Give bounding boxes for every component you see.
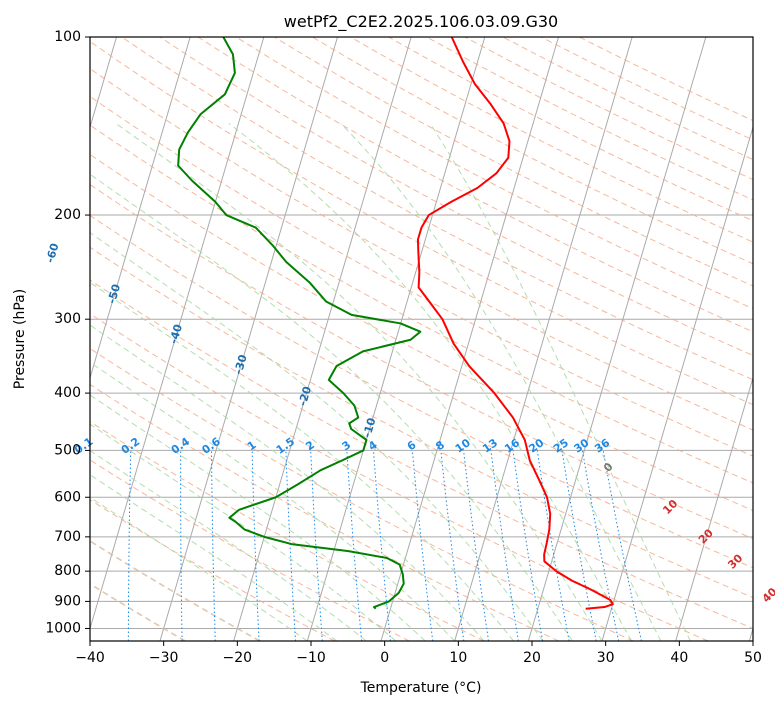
mixing-ratio-line [490,450,519,641]
mixing-ratio-line [440,450,465,641]
x-tick-label: −40 [75,650,105,666]
mixing-ratio-line [463,450,490,641]
y-tick-label: 700 [54,529,81,545]
mixing-ratio-line [512,450,544,641]
dry-adiabat-line [90,313,709,641]
isotherm-label: -40 [167,322,185,345]
x-tick-label: 40 [670,650,688,666]
moist-adiabat-line [90,173,573,641]
y-tick-label: 500 [54,442,81,458]
moist-adiabat-line [90,232,544,641]
isotherm-line [159,37,338,641]
moist-adiabat-line [90,450,367,641]
chart-title: wetPf2_C2E2.2025.106.03.09.G30 [284,12,558,32]
moist-adiabat-line [429,123,691,641]
isotherm-line [90,37,191,380]
isotherm-line [601,125,753,641]
mixing-ratio-lines [127,450,642,641]
dry-adiabat-line [273,37,753,287]
y-tick-label: 900 [54,593,81,609]
moist-adiabat-line [115,123,603,641]
axes: −40 −30 −20 −10 0 10 20 30 40 50 100 200 300 400 500 60… [45,29,762,666]
x-tick-label: 0 [380,650,389,666]
x-axis-label: Temperature (°C) [360,680,482,696]
y-axis-label: Pressure (hPa) [12,289,28,389]
isotherm-line [527,37,707,641]
y-tick-label: 400 [54,385,81,401]
dry-adiabat-line [90,40,753,406]
moist-adiabats [90,123,691,641]
mixing-ratio-line [602,450,642,641]
isotherm-line [380,37,559,641]
x-tick-label: −10 [296,650,326,666]
dry-adiabat-line [90,246,753,599]
sounding-series [177,37,614,610]
isotherm-line [90,37,265,631]
moist-adiabat-line [340,123,662,641]
y-tick-label: 600 [54,489,81,505]
temperature-line [416,37,614,610]
y-tick-label: 1000 [45,620,81,636]
dry-adiabat-line [90,347,634,641]
dry-adiabat-line [90,540,261,641]
dry-adiabat-line [90,95,753,457]
x-tick-label: −30 [149,650,179,666]
isotherm-line [306,37,486,641]
isotherm-line [454,37,633,641]
dry-adiabat-line [90,279,753,630]
isotherm-label: -20 [296,384,314,407]
dry-adiabat-line [90,124,753,484]
isotherm-label: -30 [232,353,250,376]
dry-adiabat-line [90,214,753,569]
dry-adiabat-line [90,153,753,512]
dewpoint-line [177,37,422,610]
moist-adiabat-line [228,123,632,641]
moist-adiabat-line [90,281,514,641]
y-tick-label: 300 [54,311,81,327]
isotherm-label: -60 [43,241,61,264]
x-tick-label: −20 [223,650,253,666]
moist-adiabat-line [90,324,485,641]
isotherm-label: -50 [105,282,123,305]
dry-adiabat-line [90,420,485,641]
isotherm-line [233,37,412,641]
dry-adiabats [90,37,753,641]
moist-adiabat-line [90,423,397,641]
grid-layer [90,37,753,641]
x-tick-label: 10 [449,650,467,666]
x-tick-label: 50 [744,650,762,666]
plot-frame [89,36,754,642]
plot-area [90,37,753,641]
moist-adiabat-line [90,394,426,641]
dry-adiabat-line [121,37,753,381]
isotherm-label: -10 [360,416,378,439]
x-tick-label: 30 [597,650,615,666]
dry-adiabat-line [235,37,753,310]
y-tick-label: 800 [54,563,81,579]
x-tick-label: 20 [523,650,541,666]
dry-adiabat-line [90,183,753,540]
isotherm-line [675,376,753,641]
moist-adiabat-line [90,474,338,641]
moist-adiabat-line [90,496,308,641]
y-tick-label: 200 [54,207,81,223]
dry-adiabat-line [90,459,410,641]
mixing-ratio-line [411,450,434,641]
moist-adiabat-line [90,361,456,641]
dry-adiabat-line [90,582,186,641]
y-tick-label: 100 [54,29,81,45]
